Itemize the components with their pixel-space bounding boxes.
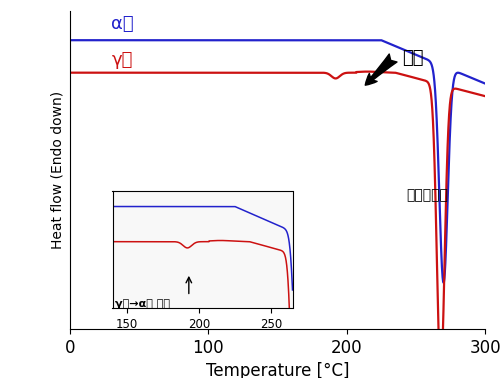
Text: 融解･分解: 融解･分解	[406, 188, 448, 202]
Text: γ型: γ型	[112, 51, 133, 70]
X-axis label: Temperature [°C]: Temperature [°C]	[206, 362, 349, 378]
Text: α型: α型	[112, 15, 134, 33]
Y-axis label: Heat flow (Endo down): Heat flow (Endo down)	[50, 91, 64, 249]
Text: γ型→α型 転移: γ型→α型 転移	[116, 299, 170, 308]
Text: 拡大: 拡大	[402, 49, 423, 67]
